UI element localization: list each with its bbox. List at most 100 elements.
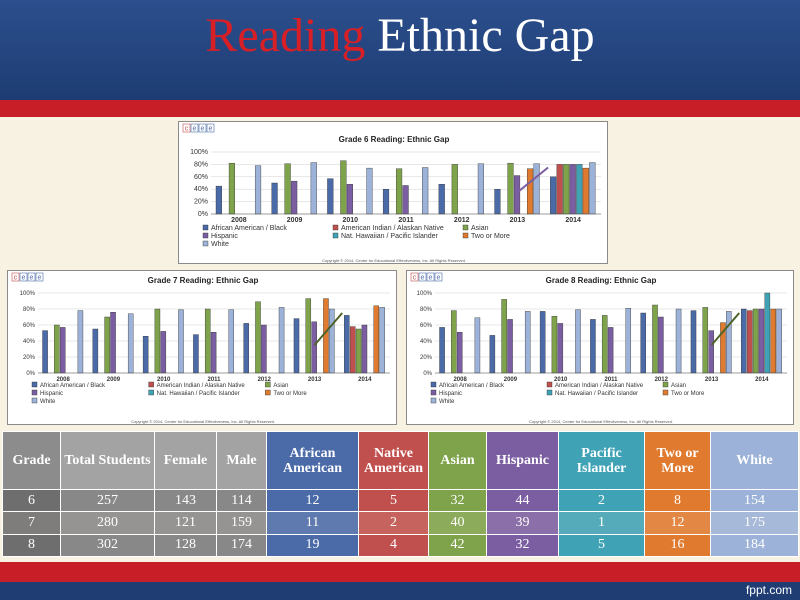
logo-letter: e (193, 126, 197, 133)
table-row: 7 280 121 159 11 2 40 39 1 12 175 (2, 511, 799, 535)
bar (550, 176, 557, 215)
bar (563, 164, 570, 215)
legend-swatch (265, 389, 271, 396)
bar (154, 308, 161, 374)
legend-label: Nat. Hawaiian / Pacific Islander (157, 391, 240, 397)
bar (110, 312, 116, 374)
table-row: 6 257 143 114 12 5 32 44 2 8 154 (2, 488, 799, 513)
bar (323, 298, 329, 374)
copyright-text: Copyright © 2014, Center for Educational… (131, 419, 275, 424)
bar (690, 310, 697, 374)
bar (77, 310, 84, 374)
bar (527, 168, 534, 215)
bar (575, 309, 581, 374)
bar (625, 308, 632, 374)
legend-swatch (31, 381, 38, 388)
bar (228, 162, 235, 215)
bar (652, 304, 658, 374)
table-cell: 12 (644, 511, 711, 535)
bar (355, 328, 362, 374)
table-cell: 257 (60, 488, 155, 513)
y-tick-label: 100% (20, 291, 36, 297)
legend-label: Asian (471, 225, 489, 232)
logo-box (27, 272, 36, 282)
table-cell: 39 (486, 511, 559, 535)
header-cell: Hispanic (486, 431, 559, 490)
legend-label: Two or More (671, 391, 705, 397)
y-tick-label: 100% (190, 149, 208, 156)
legend-label: Two or More (273, 391, 307, 397)
bar (243, 323, 249, 374)
bar (675, 308, 682, 374)
x-tick-label: 2011 (207, 377, 221, 383)
header-cell: Pacific Islander (558, 431, 645, 490)
x-tick-label: 2009 (504, 377, 518, 383)
bar (557, 323, 564, 374)
table-cell: 114 (216, 488, 267, 513)
logo-letter: e (38, 275, 42, 282)
x-tick-label: 2013 (705, 377, 719, 383)
slide-title: Reading Ethnic Gap (0, 8, 800, 63)
y-tick-label: 80% (23, 307, 36, 313)
legend-label: Hispanic (40, 391, 63, 397)
table-cell: 154 (710, 488, 799, 513)
table-cell: 40 (428, 511, 487, 535)
x-tick-label: 2013 (510, 217, 526, 224)
logo-letter: e (201, 126, 205, 133)
table-cell: 128 (154, 533, 217, 558)
bar (702, 307, 709, 374)
legend-swatch (430, 381, 437, 388)
title-banner (0, 0, 800, 100)
bar (507, 319, 513, 374)
legend-label: Hispanic (211, 233, 238, 240)
bar (741, 308, 747, 374)
bar (726, 311, 732, 374)
bar (758, 308, 765, 374)
copyright-text: Copyright © 2014, Center for Educational… (322, 258, 466, 263)
bar (344, 315, 350, 374)
enrollment-table: Grade Total Students Female Male African Ame… (2, 431, 799, 558)
copyright-text: Copyright © 2014, Center for Educational… (529, 419, 673, 424)
x-tick-label: 2011 (398, 217, 413, 224)
logo-letter: c (413, 275, 417, 282)
logo-letter: e (22, 275, 26, 282)
table-cell: 32 (486, 533, 559, 558)
bar (439, 327, 445, 374)
y-tick-label: 20% (420, 355, 433, 361)
bar (193, 334, 199, 374)
table-cell: 16 (644, 533, 711, 558)
legend-label: White (40, 399, 56, 405)
x-tick-label: 2012 (454, 217, 470, 224)
table-cell: 8 (644, 488, 711, 513)
header-cell: Two or More (644, 431, 711, 490)
legend-swatch (31, 397, 38, 404)
x-tick-label: 2012 (655, 377, 669, 383)
y-tick-label: 60% (194, 174, 208, 181)
trend-arrow (516, 166, 549, 194)
bar (501, 299, 507, 374)
table-cell: 11 (266, 511, 359, 535)
x-tick-label: 2014 (565, 217, 581, 224)
y-tick-label: 60% (23, 323, 36, 329)
bar (658, 316, 664, 374)
table-cell: 2 (358, 511, 429, 535)
legend-swatch (202, 224, 209, 231)
logo-box (426, 272, 435, 282)
table-cell: 302 (60, 533, 155, 558)
bar (770, 308, 776, 374)
bar (402, 185, 409, 215)
x-tick-label: 2010 (554, 377, 568, 383)
bar (489, 335, 496, 374)
logo-letter: c (185, 126, 189, 133)
grade7-chart-panel: c e e e Grade 7 Reading: Ethnic Gap 0% 20% 40% 6… (7, 270, 397, 425)
bar (589, 162, 596, 215)
bar (142, 335, 149, 374)
legend-swatch (202, 240, 209, 247)
legend-swatch (430, 397, 437, 404)
bar (396, 168, 403, 215)
header-cell: Native American (358, 431, 429, 490)
logo-letter: e (437, 275, 441, 282)
header-cell: Grade (2, 431, 61, 490)
logo-letter: e (30, 275, 34, 282)
legend-swatch (332, 232, 339, 239)
